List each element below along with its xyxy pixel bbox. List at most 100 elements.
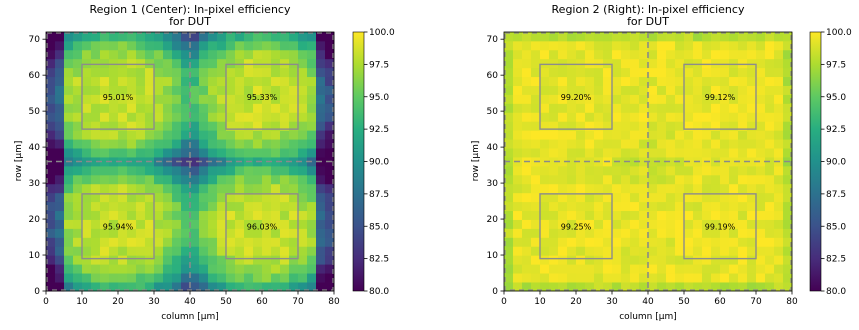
region-box (81, 63, 155, 130)
heatmap-cell (540, 237, 550, 247)
heatmap-cell (711, 183, 721, 194)
heatmap-cell (648, 210, 658, 220)
heatmap-cell (253, 273, 263, 283)
heatmap-cell (82, 32, 92, 42)
heatmap-cell (91, 76, 101, 86)
heatmap-cell (163, 32, 173, 42)
heatmap-cell (513, 255, 523, 265)
heatmap-cell (702, 121, 712, 131)
heatmap-cell (576, 165, 586, 176)
heatmap-cell (118, 183, 128, 194)
heatmap-cell (720, 76, 730, 86)
heatmap-cell (765, 49, 775, 60)
heatmap-cell (738, 201, 748, 212)
heatmap-cell (271, 94, 281, 104)
heatmap-cell (226, 148, 236, 158)
heatmap-cell (738, 76, 748, 86)
heatmap-cell (738, 94, 748, 104)
heatmap-cell (136, 130, 146, 140)
heatmap-cell (657, 49, 667, 60)
heatmap-cell (136, 201, 146, 212)
heatmap-cell (82, 67, 92, 78)
heatmap-cell (657, 201, 667, 212)
heatmap-cell (729, 94, 739, 104)
heatmap-cell (325, 76, 335, 86)
heatmap-cell (91, 85, 101, 95)
heatmap-cell (783, 219, 793, 229)
heatmap-cell (783, 85, 793, 95)
heatmap-cell (253, 139, 263, 149)
heatmap-cell (549, 32, 559, 42)
heatmap-cell (217, 264, 227, 274)
heatmap-cell (145, 58, 155, 69)
heatmap-cell (244, 103, 254, 113)
heatmap-cell (729, 264, 739, 274)
heatmap-cell (639, 103, 649, 113)
heatmap-cell (522, 246, 532, 256)
heatmap-cell (603, 273, 613, 283)
heatmap-cell (585, 174, 595, 185)
heatmap-cell (226, 58, 236, 69)
heatmap-cell (558, 67, 568, 78)
heatmap-cell (64, 273, 74, 283)
heatmap-cell (603, 201, 613, 212)
heatmap-cell (208, 49, 218, 60)
heatmap-cell (567, 139, 577, 149)
heatmap-cell (118, 246, 128, 256)
heatmap-cell (738, 192, 748, 203)
heatmap-cell (46, 112, 56, 122)
heatmap-cell (783, 201, 793, 212)
heatmap-cell (226, 264, 236, 274)
heatmap-cell (253, 165, 263, 176)
heatmap-cell (127, 49, 137, 60)
heatmap-cell (567, 67, 577, 78)
heatmap-cell (639, 183, 649, 194)
heatmap-cell (621, 49, 631, 60)
heatmap-cell (567, 174, 577, 185)
heatmap-cell (576, 273, 586, 283)
heatmap-cell (639, 228, 649, 238)
heatmap-cell (558, 103, 568, 113)
heatmap-cell (217, 201, 227, 212)
heatmap-cell (154, 210, 164, 220)
heatmap-cell (172, 130, 182, 140)
heatmap-cell (522, 32, 532, 42)
y-tick-label: 50 (487, 107, 499, 117)
heatmap-cell (702, 255, 712, 265)
heatmap-cell (666, 112, 676, 122)
heatmap-cell (172, 273, 182, 283)
heatmap-cell (693, 40, 703, 51)
heatmap-cell (603, 58, 613, 69)
heatmap-cell (298, 246, 308, 256)
heatmap-cell (73, 192, 83, 203)
heatmap-cell (558, 112, 568, 122)
heatmap-cell (127, 210, 137, 220)
heatmap-cell (298, 183, 308, 194)
heatmap-cell (172, 255, 182, 265)
heatmap-cell (172, 76, 182, 86)
heatmap-cell (190, 228, 200, 238)
heatmap-cell (675, 255, 685, 265)
heatmap-cell (774, 255, 784, 265)
heatmap-cell (504, 273, 514, 283)
heatmap-cell (91, 282, 101, 292)
heatmap-cell (594, 112, 604, 122)
heatmap-cell (540, 94, 550, 104)
heatmap-cell (235, 67, 245, 78)
heatmap-cell (172, 49, 182, 60)
heatmap-cell (756, 103, 766, 113)
heatmap-cell (756, 255, 766, 265)
heatmap-cell (325, 237, 335, 247)
heatmap-cell (603, 94, 613, 104)
heatmap-cell (522, 237, 532, 247)
heatmap-cell (621, 165, 631, 176)
heatmap-cell (720, 139, 730, 149)
region-box (81, 193, 155, 260)
x-tick-label: 0 (501, 297, 507, 307)
heatmap-cell (747, 157, 757, 167)
heatmap-cell (522, 94, 532, 104)
heatmap-cell (738, 246, 748, 256)
heatmap-cell (262, 58, 272, 69)
heatmap-cell (513, 183, 523, 194)
y-axis-label: row [µm] (14, 141, 24, 182)
